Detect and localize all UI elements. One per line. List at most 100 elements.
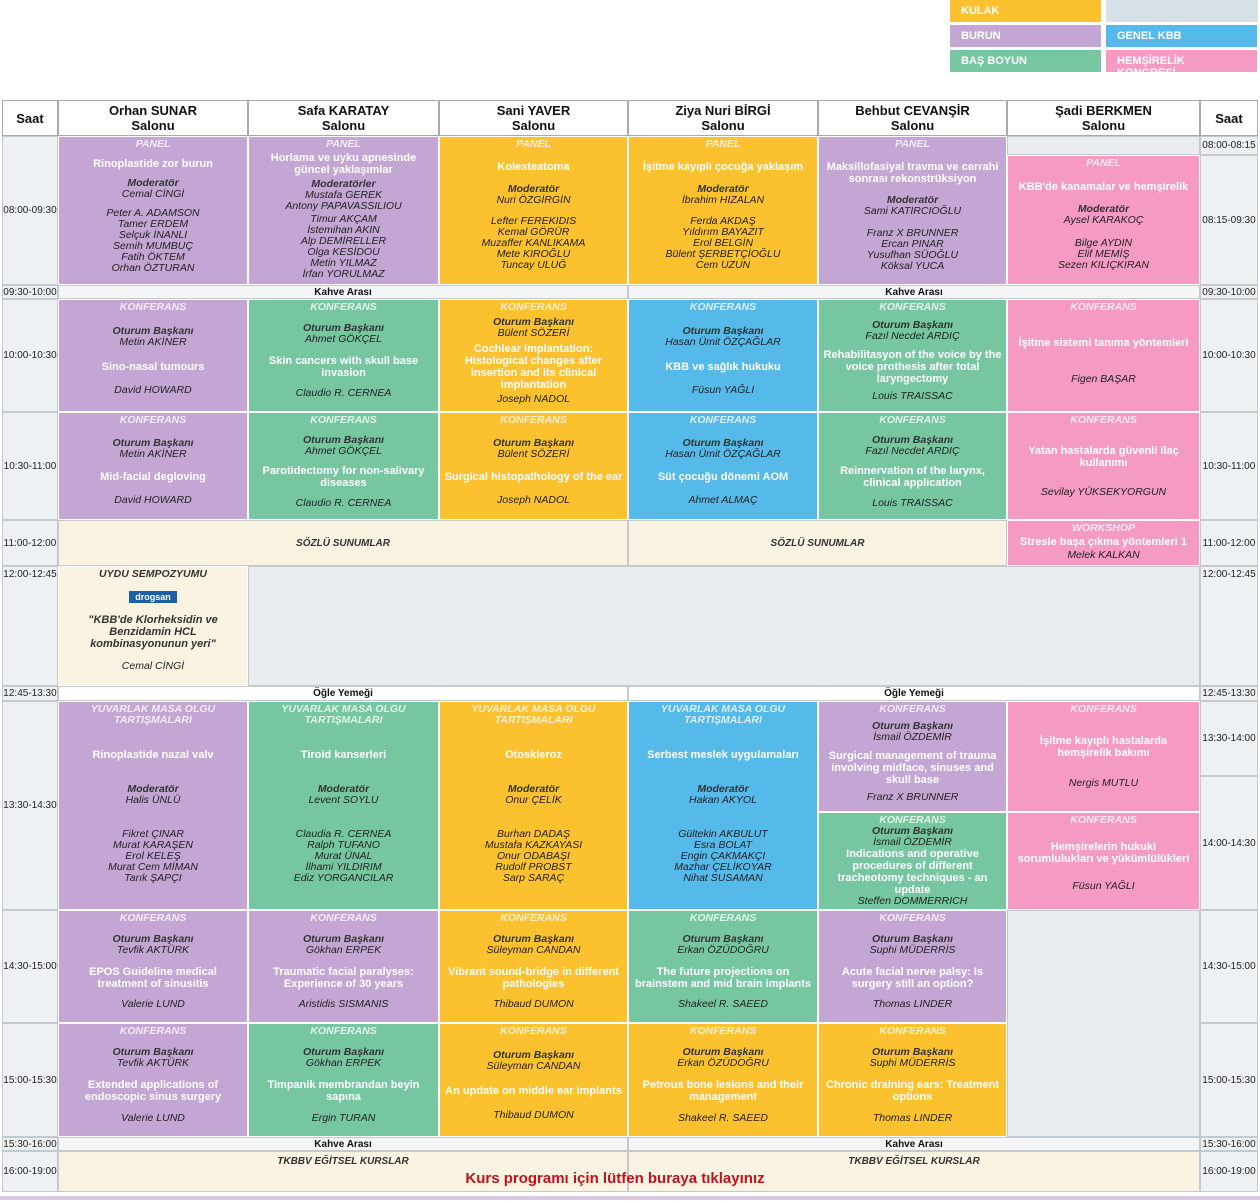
- session-group: Moderatör Sami KATIRCIOĞLU: [864, 195, 961, 217]
- time-label: 15:30-16:00: [1200, 1137, 1258, 1151]
- session-cell: KONFERANS Oturum Başkanı İsmail ÖZDEMİR Ind…: [818, 812, 1007, 910]
- session-speakers: Aristidis SISMANIS: [298, 998, 389, 1011]
- session-role: Oturum Başkanı: [871, 720, 954, 733]
- session-people: Erkan ÖZÜDOĞRU: [677, 943, 769, 956]
- session-title: Traumatic facial paralyses: Experience o…: [273, 965, 414, 990]
- session-label: YUVARLAK MASA OLGU TARTIŞMALARI: [90, 703, 216, 726]
- session-cell: YUVARLAK MASA OLGU TARTIŞMALARI Rinoplast…: [58, 701, 248, 910]
- session-speakers: Elif MEMİŞ: [1077, 247, 1130, 260]
- session-group: Oturum Başkanı Süleyman CANDAN: [487, 1050, 581, 1072]
- session-cell: KONFERANS Oturum Başkanı Hasan Ümit ÖZÇAĞL…: [628, 299, 818, 412]
- session-group: Oturum Başkanı Hasan Ümit ÖZÇAĞLAR: [665, 436, 781, 460]
- session-role: Oturum Başkanı: [302, 1046, 385, 1058]
- session-group: Bilge AYDIN Elif MEMİŞ Sezen KILIÇKIRAN: [1057, 236, 1150, 271]
- session-group: Sevilay YÜKSEKYORGUN: [1041, 487, 1166, 498]
- session-group: Yatan hastalarda güvenli ilaç kullanımı: [1012, 445, 1195, 469]
- session-body: Oturum Başkanı Suphi MÜDERRİS Chronic drai…: [823, 1037, 1002, 1134]
- session-speakers: Olga KESİDOU: [307, 245, 380, 258]
- empty-slot: [248, 566, 1200, 686]
- session-label: KONFERANS: [119, 301, 187, 313]
- session-speakers: Ralph TUFANO: [307, 839, 380, 851]
- time-label: 13:30-14:00: [1200, 701, 1258, 776]
- time-label: 08:15-09:30: [1200, 155, 1258, 285]
- session-group: Horlama ve uyku apnesinde güncel yaklaşı…: [253, 152, 434, 176]
- session-role: Moderatör: [317, 783, 370, 795]
- session-group: An update on middle ear implants: [445, 1085, 622, 1097]
- session-group: Mid-facial degloving: [100, 471, 206, 483]
- session-group: Oturum Başkanı Tevfik AKTÜRK: [112, 933, 193, 956]
- session-title: Süt çocuğu dönemi AOM: [657, 471, 789, 483]
- session-title: Extended applications of endoscopic sinu…: [84, 1079, 222, 1103]
- session-group: Louis TRAISSAC: [872, 391, 953, 402]
- session-speakers: Semih MUMBUÇ: [113, 240, 193, 252]
- session-people: Nuri ÖZGİRGİN: [496, 193, 571, 206]
- session-group: Valerie LUND: [121, 1113, 185, 1124]
- session-group: Kolesteatoma: [497, 161, 569, 173]
- session-group: Otoskleroz: [505, 749, 562, 761]
- session-body: İşitme sistemi tanıma yöntemleri Figen BA…: [1012, 313, 1195, 409]
- session-label: KONFERANS: [879, 301, 946, 313]
- session-speakers: Tuncay ULUĞ: [500, 259, 567, 272]
- session-group: KBB'de kanamalar ve hemşirelik: [1019, 181, 1189, 193]
- session-group: Ergin TURAN: [312, 1113, 376, 1124]
- session-group: Lefter FEREKIDIS Kemal GÖRÜR Muzaffer KANL…: [482, 216, 586, 271]
- break-cell: Kahve Arası: [628, 1137, 1200, 1151]
- session-group: Nergis MUTLU: [1069, 778, 1138, 789]
- session-group: Claudio R. CERNEA: [296, 497, 392, 509]
- session-group: Oturum Başkanı Gökhan ERPEK: [303, 1047, 384, 1069]
- session-body: Oturum Başkanı Bülent SÖZERİ Cochlear impl…: [444, 313, 623, 409]
- time-label: 09:30-10:00: [2, 285, 58, 299]
- session-speakers: Esra BOLAT: [693, 839, 753, 851]
- session-body: Oturum Başkanı Hasan Ümit ÖZÇAĞLAR Süt çoc…: [633, 426, 813, 517]
- session-group: Thibaud DUMON: [493, 1110, 574, 1121]
- session-group: KBB ve sağlık hukuku: [665, 361, 781, 373]
- session-group: Oturum Başkanı Hasan Ümit ÖZÇAĞLAR: [665, 325, 781, 348]
- session-speakers: Füsun YAĞLI: [691, 384, 755, 397]
- session-cell: KONFERANS Oturum Başkanı Bülent SÖZERİ Surg…: [439, 412, 628, 520]
- session-body: Kolesteatoma Moderatör Nuri ÖZGİRGİN Lefter…: [444, 150, 623, 282]
- session-group: Parotidectomy for non-salivary diseases: [253, 465, 434, 489]
- session-group: Moderatör Cemal CİNGİ: [122, 178, 184, 200]
- session-speakers: Franz X BRUNNER: [866, 226, 959, 239]
- legend-item: GENEL KBB: [1106, 25, 1257, 47]
- session-people: Metin AKİNER: [119, 335, 187, 348]
- session-cell: KONFERANS Oturum Başkanı Süleyman CANDAN Vi…: [439, 910, 628, 1023]
- session-speakers: Fatih ÖKTEM: [121, 251, 185, 263]
- session-title: Sino-nasal tumours: [101, 360, 205, 373]
- session-speakers: Sezen KILIÇKIRAN: [1057, 258, 1150, 271]
- session-speakers: Fikret ÇINAR: [122, 828, 184, 840]
- session-cell: KONFERANS Oturum Başkanı Metin AKİNER Mid-f…: [58, 412, 248, 520]
- session-people: İsmail ÖZDEMİR: [873, 731, 952, 744]
- session-cell: KONFERANS Oturum Başkanı Hasan Ümit ÖZÇAĞL…: [628, 412, 818, 520]
- session-group: Rinoplastide zor burun: [93, 158, 213, 170]
- session-people: Mustafa GEREK: [304, 188, 383, 201]
- session-body: Yatan hastalarda güvenli ilaç kullanımı S…: [1012, 426, 1195, 517]
- session-body: Oturum Başkanı İsmail ÖZDEMİR Surgical man…: [823, 715, 1002, 809]
- session-group: Oturum Başkanı Suphi MÜDERRİS: [870, 933, 956, 956]
- session-group: Claudio R. CERNEA: [296, 388, 392, 399]
- session-speakers: Köksal YUCA: [880, 259, 945, 272]
- session-speakers: Alp DEMİRELLER: [300, 234, 387, 247]
- session-body: Oturum Başkanı Fazıl Necdet ARDIÇ Reinnerv…: [823, 426, 1002, 517]
- session-title: Rehabilitasyon of the voice by the voice…: [823, 348, 1002, 385]
- session-role: Moderatör: [127, 177, 179, 189]
- session-speakers: Bilge AYDIN: [1074, 236, 1133, 249]
- time-label: 13:30-14:30: [2, 701, 58, 910]
- session-cell: KONFERANS Oturum Başkanı Fazıl Necdet ARDI…: [818, 412, 1007, 520]
- session-label: KONFERANS: [1070, 301, 1137, 313]
- session-role: Oturum Başkanı: [682, 436, 764, 449]
- session-cell: PANEL Rinoplastide zor burun Moderatör Cema…: [58, 136, 248, 285]
- session-title: Tiroid kanserleri: [300, 749, 387, 761]
- session-group: Ahmet ALMAÇ: [688, 494, 757, 506]
- session-title: İşitme kayıplı çocuğa yaklaşım: [642, 160, 804, 173]
- session-group: David HOWARD: [114, 494, 191, 506]
- session-title: Otoskleroz: [505, 749, 562, 761]
- course-link[interactable]: Kurs programı için lütfen buraya tıklayı…: [465, 1170, 765, 1187]
- session-speakers: Onur ODABAŞI: [497, 850, 570, 862]
- session-speakers: Shakeel R. SAEED: [678, 1112, 768, 1124]
- session-body: Otoskleroz Moderatör Onur ÇELİK Burhan DADA…: [444, 726, 623, 907]
- session-body: Oturum Başkanı Gökhan ERPEK Timpanik membr…: [253, 1037, 434, 1134]
- break-cell: SÖZLÜ SUNUMLAR: [58, 520, 628, 566]
- session-group: Oturum Başkanı Suphi MÜDERRİS: [870, 1047, 956, 1069]
